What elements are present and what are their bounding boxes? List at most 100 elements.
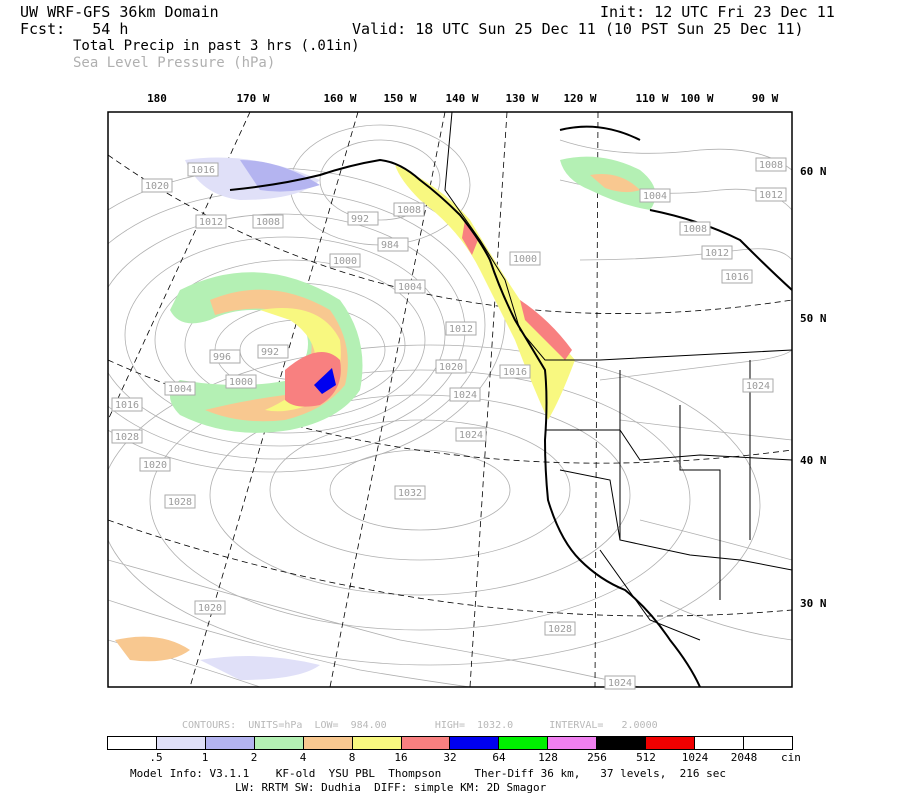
pressure-label: 1024 xyxy=(453,390,477,401)
legend-tick: .5 xyxy=(149,751,163,764)
pressure-label: 1016 xyxy=(725,272,749,283)
pressure-label-box xyxy=(455,427,487,442)
legend-tick: 16 xyxy=(394,751,408,764)
precip-legend xyxy=(107,736,793,750)
pressure-label-box xyxy=(394,279,426,294)
pressure-label: 1008 xyxy=(256,217,280,228)
pressure-label-box xyxy=(679,221,711,236)
pressure-label-box xyxy=(639,188,671,203)
legend-swatch xyxy=(108,737,157,749)
legend-tick: 4 xyxy=(299,751,307,764)
longitude-label: 90 W xyxy=(751,92,779,105)
pressure-label: 1024 xyxy=(608,678,632,689)
pressure-label: 1012 xyxy=(759,190,783,201)
pressure-label: 1028 xyxy=(115,432,139,443)
pressure-label-box xyxy=(139,457,171,472)
legend-tick: 1024 xyxy=(681,751,709,764)
pressure-label-box xyxy=(721,269,753,284)
political-borders xyxy=(444,112,792,641)
latitude-label: 60 N xyxy=(800,165,827,178)
longitude-label: 110 W xyxy=(635,92,669,105)
contour-info: CONTOURS: UNITS=hPa LOW= 984.00 HIGH= 10… xyxy=(182,720,658,731)
pressure-label-box xyxy=(701,245,733,260)
pressure-label-box xyxy=(755,157,787,172)
pressure-label: 1016 xyxy=(115,400,139,411)
pressure-label: 1012 xyxy=(705,248,729,259)
legend-tick: 8 xyxy=(348,751,356,764)
pressure-label-box xyxy=(195,214,227,229)
pressure-label-box xyxy=(209,349,241,364)
pressure-label: 992 xyxy=(351,214,369,225)
pressure-label: 1028 xyxy=(168,497,192,508)
longitude-label: 100 W xyxy=(680,92,714,105)
longitude-label: 170 W xyxy=(236,92,270,105)
pressure-label: 1024 xyxy=(459,430,483,441)
field-slp: Sea Level Pressure (hPa) xyxy=(73,55,276,71)
pressure-label-box xyxy=(377,237,409,252)
map-frame xyxy=(107,111,793,688)
legend-swatch xyxy=(303,737,353,749)
legend-swatch xyxy=(352,737,402,749)
model-info-line2: LW: RRTM SW: Dudhia DIFF: simple KM: 2D … xyxy=(235,781,547,794)
legend-tick: 64 xyxy=(492,751,506,764)
pressure-label: 1016 xyxy=(191,165,215,176)
field-precip: Total Precip in past 3 hrs (.01in) xyxy=(73,38,360,54)
pressure-label: 1004 xyxy=(643,191,667,202)
pressure-label: 1020 xyxy=(198,603,222,614)
pressure-label-box xyxy=(449,387,481,402)
graticule xyxy=(108,112,792,687)
pressure-label-box xyxy=(194,600,226,615)
pressure-label-box xyxy=(393,202,425,217)
init-time: Init: 12 UTC Fri 23 Dec 11 xyxy=(600,3,835,21)
pressure-label-box xyxy=(141,178,173,193)
pressure-label-box xyxy=(499,364,531,379)
pressure-label-box xyxy=(111,429,143,444)
longitude-label: 160 W xyxy=(323,92,357,105)
pressure-label: 992 xyxy=(261,347,279,358)
coastlines xyxy=(229,125,792,687)
legend-swatch xyxy=(450,737,500,749)
pressure-label-box xyxy=(604,675,636,690)
legend-swatch xyxy=(646,737,696,749)
pressure-label-box xyxy=(164,494,196,509)
pressure-label: 1020 xyxy=(143,460,167,471)
pressure-label-box xyxy=(164,381,196,396)
legend-unit: cin xyxy=(781,751,801,764)
pressure-label-box xyxy=(111,397,143,412)
pressure-label: 1004 xyxy=(398,282,422,293)
pressure-label: 1020 xyxy=(439,362,463,373)
pressure-label-box xyxy=(225,374,257,389)
pressure-label: 1012 xyxy=(199,217,223,228)
pressure-label-box xyxy=(445,321,477,336)
longitude-label: 120 W xyxy=(563,92,597,105)
pressure-label-box xyxy=(544,621,576,636)
pressure-label-box xyxy=(394,485,426,500)
pressure-label-box xyxy=(509,251,541,266)
legend-swatch xyxy=(254,737,304,749)
latitude-label: 50 N xyxy=(800,312,827,325)
longitude-label: 130 W xyxy=(505,92,539,105)
model-info-line1: Model Info: V3.1.1 KF-old YSU PBL Thomps… xyxy=(130,767,727,780)
pressure-label: 1000 xyxy=(229,377,253,388)
legend-swatch xyxy=(499,737,549,749)
legend-tick: 512 xyxy=(636,751,656,764)
legend-swatch xyxy=(401,737,451,749)
forecast-hour: Fcst: 54 h xyxy=(20,20,129,38)
precip-shading xyxy=(115,156,656,680)
pressure-label-box xyxy=(187,162,219,177)
pressure-label: 984 xyxy=(381,240,399,251)
pressure-label-box xyxy=(257,344,289,359)
pressure-label-box xyxy=(347,211,379,226)
latitude-label: 30 N xyxy=(800,597,827,610)
pressure-label-box xyxy=(755,187,787,202)
pressure-label-box xyxy=(252,214,284,229)
legend-tick: 128 xyxy=(538,751,558,764)
legend-swatch xyxy=(695,737,744,749)
legend-swatch xyxy=(205,737,255,749)
pressure-label-box xyxy=(742,378,774,393)
legend-tick: 2048 xyxy=(730,751,758,764)
legend-tick: 1 xyxy=(201,751,209,764)
pressure-label: 1012 xyxy=(449,324,473,335)
longitude-label: 140 W xyxy=(445,92,479,105)
